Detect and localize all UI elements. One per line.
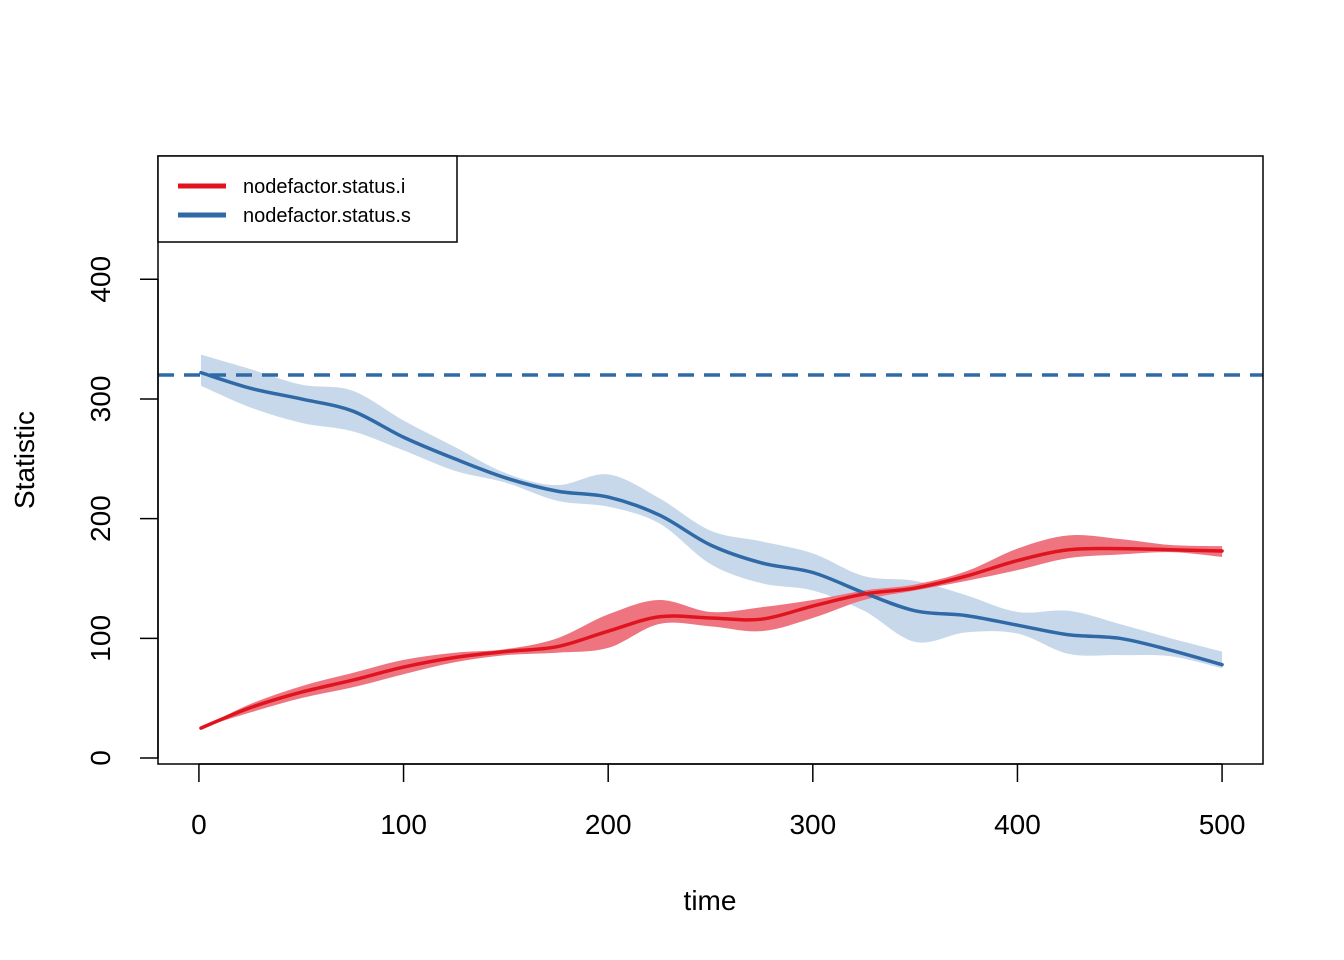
legend: nodefactor.status.i nodefactor.status.s	[157, 155, 458, 243]
y-axis: 0 100 200 300 400	[85, 256, 159, 766]
x-tick-label: 100	[380, 809, 427, 840]
plot-frame	[157, 155, 1264, 765]
legend-label-nodefactor.status.s: nodefactor.status.s	[243, 205, 411, 227]
y-tick-label: 0	[85, 750, 116, 766]
x-tick-label: 500	[1199, 809, 1246, 840]
y-axis-title: Statistic	[9, 411, 40, 509]
legend-box	[157, 155, 458, 243]
series-lines	[199, 370, 1224, 730]
x-tick-label: 200	[585, 809, 632, 840]
y-tick-label: 300	[85, 376, 116, 423]
y-tick-label: 100	[85, 615, 116, 662]
y-tick-label: 400	[85, 256, 116, 303]
x-tick-label: 400	[994, 809, 1041, 840]
x-tick-label: 300	[789, 809, 836, 840]
series-line-nodefactor.status.s	[199, 370, 1224, 667]
x-axis-title: time	[684, 885, 737, 916]
band-nodefactor.status.i	[200, 535, 1223, 729]
x-axis: 0 100 200 300 400 500	[191, 763, 1246, 840]
series-line-nodefactor.status.i	[199, 546, 1224, 730]
y-tick-label: 200	[85, 495, 116, 542]
legend-label-nodefactor.status.i: nodefactor.status.i	[243, 176, 405, 198]
x-tick-label: 0	[191, 809, 207, 840]
